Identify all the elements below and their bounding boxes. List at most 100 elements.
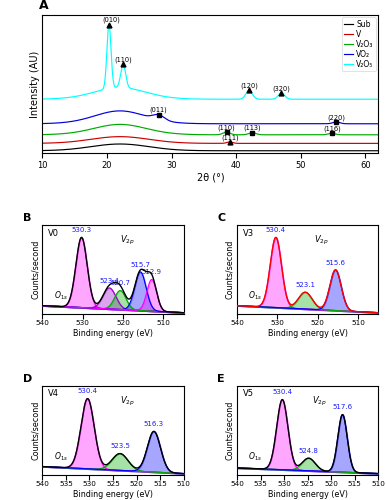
Text: (110): (110)	[114, 56, 132, 63]
V₂O₃	[118, 122, 122, 128]
Text: 530.4: 530.4	[266, 227, 286, 233]
Text: (120): (120)	[240, 82, 258, 89]
Text: 512.9: 512.9	[142, 270, 162, 276]
V	[339, 140, 344, 146]
Text: (110): (110)	[218, 124, 235, 131]
VO₂	[376, 121, 381, 127]
V₂O₃	[364, 132, 369, 138]
Text: V$_{2p}$: V$_{2p}$	[120, 395, 135, 408]
Text: V5: V5	[243, 390, 254, 398]
Text: 520.7: 520.7	[110, 280, 130, 286]
Text: (220): (220)	[327, 114, 345, 120]
Sub	[79, 145, 84, 151]
Text: V4: V4	[48, 390, 59, 398]
Text: (113): (113)	[244, 125, 261, 132]
Text: D: D	[23, 374, 32, 384]
V₂O₅	[171, 94, 176, 100]
Text: (011): (011)	[150, 107, 168, 114]
Text: 516.3: 516.3	[144, 421, 164, 427]
Sub	[186, 148, 191, 154]
V	[79, 138, 84, 143]
Sub	[40, 148, 45, 154]
Text: (116): (116)	[323, 126, 341, 132]
V₂O₃	[40, 132, 45, 138]
V₂O₅	[100, 87, 104, 93]
Text: O$_{1s}$: O$_{1s}$	[249, 450, 262, 462]
VO₂	[383, 121, 386, 127]
VO₂	[364, 121, 369, 127]
Sub	[339, 148, 344, 154]
V	[40, 140, 45, 146]
Line: V₂O₃: V₂O₃	[42, 124, 385, 135]
VO₂	[118, 108, 122, 114]
Text: V0: V0	[48, 228, 59, 237]
Text: O$_{1s}$: O$_{1s}$	[54, 289, 68, 302]
Text: 530.4: 530.4	[78, 388, 98, 394]
VO₂	[100, 111, 104, 117]
Text: 517.6: 517.6	[332, 404, 352, 410]
V	[171, 139, 176, 145]
Sub	[118, 141, 122, 147]
Text: V$_{2p}$: V$_{2p}$	[314, 234, 329, 247]
V	[118, 134, 122, 140]
Text: 530.3: 530.3	[71, 227, 91, 233]
VO₂	[171, 119, 176, 125]
Y-axis label: Intensity (AU): Intensity (AU)	[30, 50, 40, 117]
V₂O₃	[186, 132, 191, 138]
VO₂	[339, 120, 344, 126]
V₂O₃	[376, 132, 381, 138]
V	[366, 140, 371, 146]
V₂O₅	[107, 22, 111, 28]
V	[376, 140, 381, 146]
Line: V: V	[42, 136, 385, 143]
Y-axis label: Counts/second: Counts/second	[30, 400, 40, 460]
Text: B: B	[23, 213, 31, 223]
V	[100, 135, 104, 141]
Text: E: E	[217, 374, 225, 384]
Text: 524.8: 524.8	[299, 448, 318, 454]
V₂O₃	[79, 128, 84, 134]
Sub	[383, 148, 386, 154]
V₂O₃	[100, 124, 104, 130]
Text: 515.7: 515.7	[130, 262, 151, 268]
Y-axis label: Counts/second: Counts/second	[225, 240, 234, 299]
V	[383, 140, 386, 146]
Text: (320): (320)	[273, 86, 290, 92]
X-axis label: Binding energy (eV): Binding energy (eV)	[268, 329, 348, 338]
Text: 523.4: 523.4	[100, 278, 119, 283]
Line: V₂O₅: V₂O₅	[42, 25, 385, 99]
Text: V$_{2p}$: V$_{2p}$	[120, 234, 135, 247]
Line: Sub: Sub	[42, 144, 385, 150]
Text: 515.6: 515.6	[325, 260, 345, 266]
V₂O₅	[383, 96, 386, 102]
Line: VO₂: VO₂	[42, 111, 385, 124]
V₂O₃	[339, 132, 344, 138]
Text: 523.1: 523.1	[295, 282, 315, 288]
V₂O₅	[40, 96, 45, 102]
Text: V3: V3	[243, 228, 254, 237]
Text: O$_{1s}$: O$_{1s}$	[54, 450, 68, 462]
V₂O₅	[79, 92, 84, 98]
V₂O₅	[376, 96, 381, 102]
V	[186, 140, 191, 146]
X-axis label: 2θ (°): 2θ (°)	[196, 172, 224, 182]
V₂O₃	[171, 130, 176, 136]
Sub	[376, 148, 381, 154]
Text: (010): (010)	[102, 17, 120, 24]
Text: V$_{2p}$: V$_{2p}$	[312, 395, 327, 408]
VO₂	[40, 120, 45, 126]
X-axis label: Binding energy (eV): Binding energy (eV)	[73, 329, 153, 338]
X-axis label: Binding energy (eV): Binding energy (eV)	[268, 490, 348, 499]
Sub	[171, 146, 176, 152]
Legend: Sub, V, V₂O₃, VO₂, V₂O₅: Sub, V, V₂O₃, VO₂, V₂O₅	[342, 18, 376, 72]
Text: C: C	[217, 213, 225, 223]
V₂O₃	[383, 132, 386, 138]
V₂O₅	[186, 96, 191, 102]
VO₂	[79, 116, 84, 122]
Text: 523.5: 523.5	[110, 444, 130, 450]
Text: (111): (111)	[221, 134, 239, 141]
VO₂	[186, 120, 191, 126]
Text: 530.4: 530.4	[273, 390, 292, 396]
Sub	[100, 142, 104, 148]
V₂O₅	[339, 96, 344, 102]
